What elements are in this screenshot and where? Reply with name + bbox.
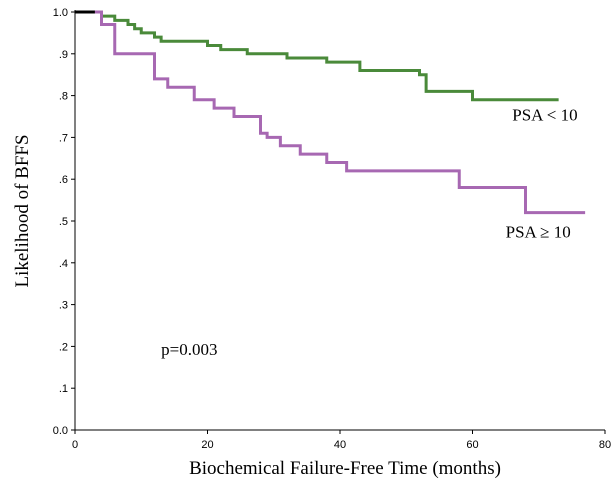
series-label: PSA ≥ 10 [506, 223, 571, 242]
y-tick-label: .2 [59, 341, 68, 353]
x-tick-label: 20 [201, 439, 213, 451]
annotation-layer: PSA < 10 PSA ≥ 10 p=0.003 [161, 106, 577, 359]
y-tick-label: .8 [59, 91, 68, 103]
x-tick-label: 80 [599, 439, 611, 451]
p-value-label: p=0.003 [161, 340, 217, 359]
y-tick-label: .6 [59, 174, 68, 186]
y-tick-label: .9 [59, 49, 68, 61]
x-tick-label: 60 [466, 439, 478, 451]
series-line-psa-10-or-above [75, 10, 586, 215]
x-tick-label: 40 [334, 439, 346, 451]
y-axis-ticks: 0.0 .1 .2 .3 .4 .5 .6 .7 .8 .9 1.0 [53, 7, 75, 437]
x-tick-label: 0 [72, 439, 78, 451]
y-axis-title: Likelihood of BFFS [12, 134, 33, 287]
series-line-psa-below-10 [75, 10, 559, 102]
y-tick-label: 0.0 [53, 425, 68, 437]
y-tick-label: .1 [59, 383, 68, 395]
series-label: PSA < 10 [512, 106, 577, 125]
y-tick-label: 1.0 [53, 7, 68, 19]
x-axis-ticks: 0 20 40 60 80 [72, 430, 611, 451]
y-tick-label: .7 [59, 132, 68, 144]
series-layer [75, 10, 586, 215]
y-tick-label: .3 [59, 300, 68, 312]
x-axis-title: Biochemical Failure-Free Time (months) [189, 458, 501, 479]
y-tick-label: .4 [59, 258, 68, 270]
y-tick-label: .5 [59, 216, 68, 228]
